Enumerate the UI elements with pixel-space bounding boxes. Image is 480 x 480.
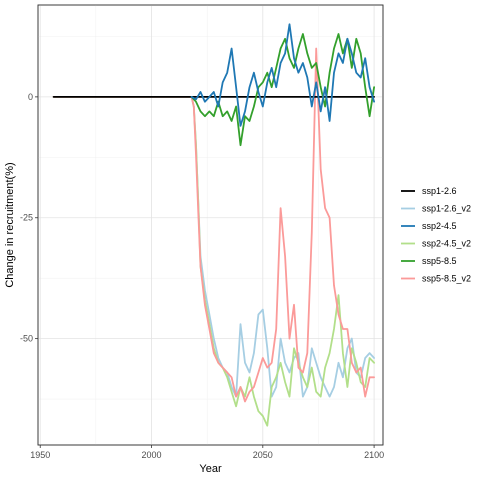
series-line-ssp1-2.6_v2 — [52, 96, 375, 398]
axes: 1950 2000 2050 2100 0 -25 -50 — [20, 92, 384, 460]
series-lines — [52, 23, 375, 427]
series-line-ssp5-8.5 — [190, 33, 375, 147]
y-tick-label: -50 — [20, 334, 33, 344]
series-line-ssp5-8.5_v2 — [52, 47, 375, 403]
plot-border — [37, 4, 384, 446]
series-line-ssp2-4.5 — [190, 23, 375, 127]
y-tick-label: -25 — [20, 213, 33, 223]
legend-label: ssp5-8.5_v2 — [422, 274, 471, 284]
x-tick-label: 1950 — [30, 450, 50, 460]
legend-label: ssp2-4.5 — [422, 221, 457, 231]
x-tick-label: 2100 — [364, 450, 384, 460]
x-axis-title: Year — [199, 463, 222, 475]
legend-label: ssp1-2.6 — [422, 186, 457, 196]
legend-label: ssp2-4.5_v2 — [422, 239, 471, 249]
x-tick-label: 2050 — [253, 450, 273, 460]
legend-label: ssp1-2.6_v2 — [422, 204, 471, 214]
plot-panel — [37, 4, 384, 446]
legend-label: ssp5-8.5 — [422, 256, 457, 266]
y-tick-label: 0 — [28, 92, 33, 102]
y-axis-title: Change in recruitment(%) — [4, 162, 16, 287]
x-tick-label: 2000 — [142, 450, 162, 460]
legend: ssp1-2.6 ssp1-2.6_v2 ssp2-4.5 ssp2-4.5_v2ss… — [401, 186, 471, 284]
